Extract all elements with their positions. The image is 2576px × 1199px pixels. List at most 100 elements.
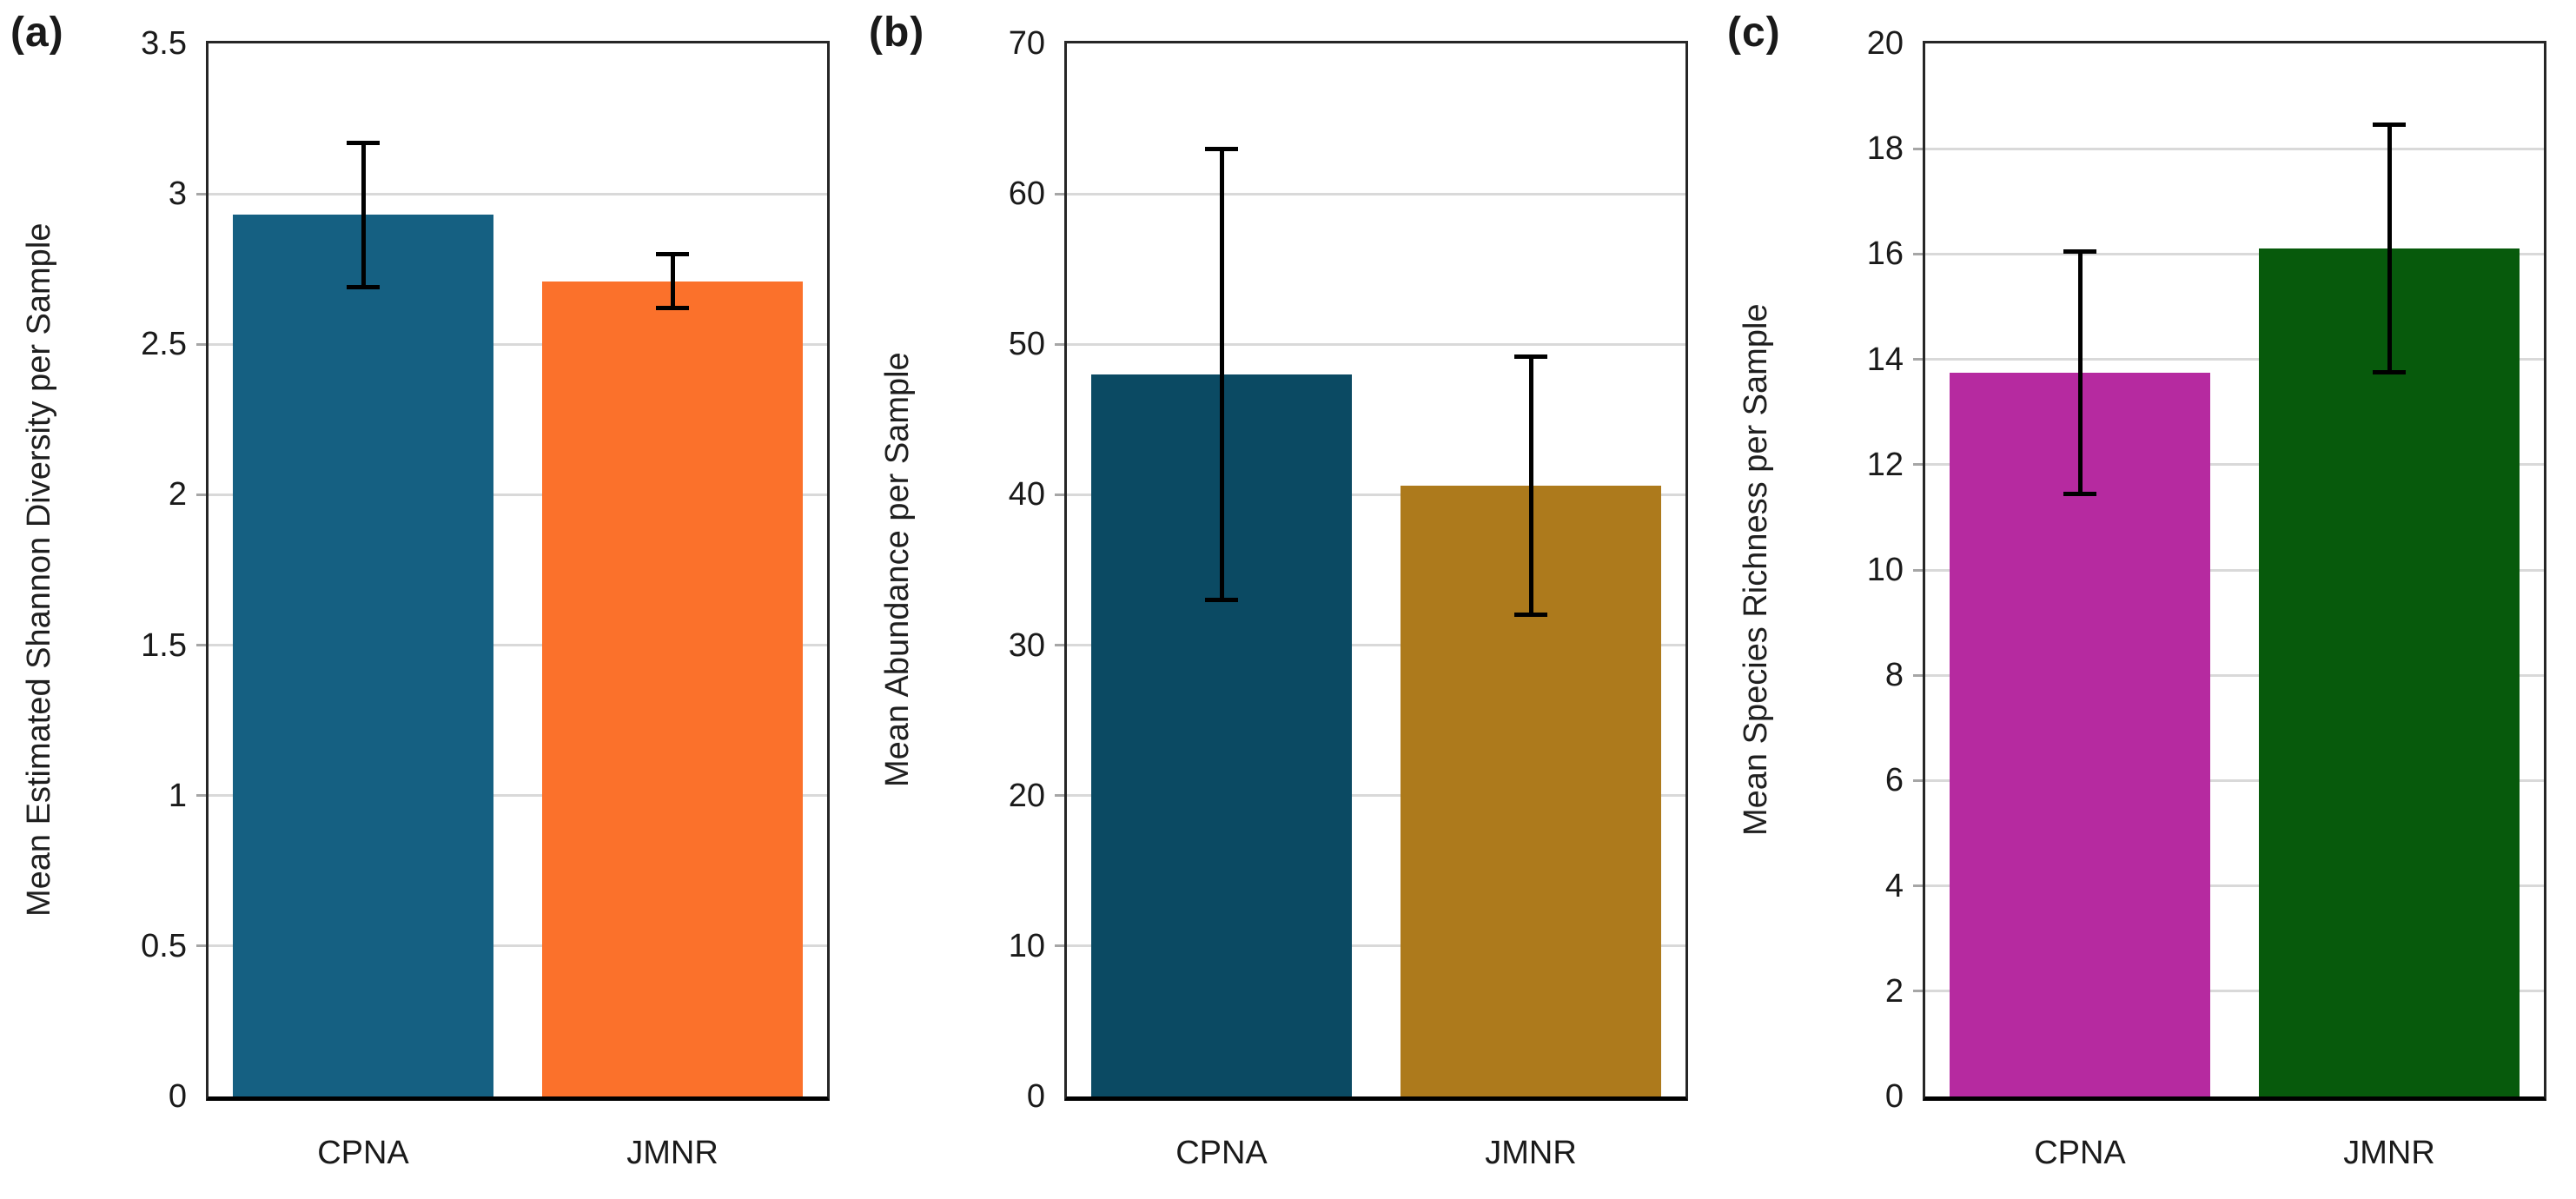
- gridline: [1067, 644, 1685, 647]
- bar-jmnr: [2259, 248, 2520, 1096]
- y-tick-label: 0: [1026, 1078, 1045, 1115]
- y-tick-mark: [1913, 358, 1925, 361]
- gridline: [1067, 192, 1685, 195]
- y-tick-label: 2.5: [141, 326, 187, 363]
- y-tick-mark: [1055, 794, 1067, 798]
- error-bar-cap: [347, 140, 380, 145]
- gridline: [1925, 463, 2544, 467]
- y-tick-mark: [1913, 990, 1925, 993]
- x-tick-label-cpna: CPNA: [1175, 1135, 1268, 1171]
- error-bar-cap: [1205, 598, 1238, 603]
- gridline: [209, 342, 827, 346]
- y-tick-mark: [196, 493, 209, 496]
- error-bar-jmnr: [670, 254, 675, 308]
- y-tick-label: 2: [168, 476, 187, 513]
- gridline: [1925, 673, 2544, 677]
- error-bar-cap: [2373, 370, 2406, 375]
- panel-label: (a): [10, 10, 64, 56]
- y-tick-label: 1: [168, 777, 187, 814]
- y-tick-label: 10: [1866, 552, 1904, 588]
- panel-c: (c) Mean Species Richness per Sample 0 2 4 6 8…: [1717, 0, 2575, 1199]
- y-tick-mark: [1055, 644, 1067, 647]
- y-tick-label: 3: [168, 176, 187, 213]
- y-tick-mark: [196, 192, 209, 195]
- y-tick-mark: [1913, 673, 1925, 677]
- y-tick-mark: [1913, 147, 1925, 150]
- gridline: [1925, 568, 2544, 572]
- y-tick-label: 60: [1008, 176, 1045, 213]
- y-tick-label: 6: [1884, 762, 1904, 799]
- y-tick-label: 0: [168, 1078, 187, 1115]
- y-tick-mark: [1913, 252, 1925, 255]
- gridline: [209, 493, 827, 496]
- error-bar-cap: [347, 284, 380, 289]
- y-tick-mark: [1055, 192, 1067, 195]
- y-tick-label: 4: [1884, 867, 1904, 904]
- error-bar-cap: [1514, 354, 1547, 359]
- y-tick-mark: [1055, 944, 1067, 948]
- plot-border: [1923, 41, 2546, 1101]
- panel-label: (b): [869, 10, 925, 56]
- y-tick-label: 70: [1008, 25, 1045, 62]
- y-tick-label: 8: [1884, 657, 1904, 694]
- gridline: [1925, 147, 2544, 150]
- x-tick-label-cpna: CPNA: [2034, 1135, 2126, 1171]
- y-tick-mark: [1913, 568, 1925, 572]
- y-tick-mark: [1055, 493, 1067, 496]
- gridline: [209, 192, 827, 195]
- gridline: [1925, 778, 2544, 782]
- error-bar-cpna: [1219, 149, 1224, 600]
- error-bar-cap: [2063, 491, 2096, 496]
- error-bar-cap: [1205, 146, 1238, 151]
- panel-label: (c): [1727, 10, 1781, 56]
- y-tick-mark: [1055, 342, 1067, 346]
- y-tick-mark: [1913, 463, 1925, 467]
- error-bar-cap: [656, 306, 689, 311]
- y-tick-label: 1.5: [141, 626, 187, 664]
- gridline: [1925, 252, 2544, 255]
- bar-jmnr: [542, 281, 803, 1096]
- x-tick-label-jmnr: JMNR: [626, 1135, 718, 1171]
- plot-border: [1064, 41, 1688, 1101]
- panel-b: (b) Mean Abundance per Sample 0 10 20 30 40 50 6…: [858, 0, 1717, 1199]
- error-bar-jmnr: [1528, 356, 1533, 615]
- gridline: [1067, 493, 1685, 496]
- y-tick-mark: [196, 644, 209, 647]
- y-tick-label: 0: [1884, 1078, 1904, 1115]
- y-tick-mark: [196, 794, 209, 798]
- y-tick-mark: [1913, 884, 1925, 888]
- x-tick-label-jmnr: JMNR: [2343, 1135, 2435, 1171]
- error-bar-cpna: [2077, 251, 2083, 494]
- error-bar-cap: [2063, 248, 2096, 254]
- gridline: [1067, 944, 1685, 948]
- x-tick-label-jmnr: JMNR: [1485, 1135, 1577, 1171]
- y-tick-label: 20: [1008, 777, 1045, 814]
- plot-border: [206, 41, 830, 1101]
- error-bar-cap: [656, 251, 689, 256]
- gridline: [1067, 342, 1685, 346]
- error-bar-jmnr: [2387, 124, 2392, 373]
- panel-a: (a) Mean Estimated Shannon Diversity per …: [0, 0, 858, 1199]
- error-bar-cpna: [361, 142, 366, 288]
- gridline: [1925, 990, 2544, 993]
- y-tick-label: 12: [1866, 446, 1904, 483]
- y-tick-label: 14: [1866, 341, 1904, 378]
- error-bar-cap: [2373, 123, 2406, 128]
- gridline: [209, 644, 827, 647]
- y-tick-label: 10: [1008, 927, 1045, 964]
- y-tick-mark: [1913, 778, 1925, 782]
- y-tick-label: 2: [1884, 972, 1904, 1010]
- gridline: [1925, 358, 2544, 361]
- y-tick-label: 30: [1008, 626, 1045, 664]
- y-tick-mark: [196, 342, 209, 346]
- y-tick-label: 20: [1866, 25, 1904, 62]
- y-tick-label: 40: [1008, 476, 1045, 513]
- y-tick-label: 16: [1866, 235, 1904, 273]
- gridline: [209, 944, 827, 948]
- bar-cpna: [233, 215, 493, 1096]
- y-tick-mark: [196, 944, 209, 948]
- gridline: [1925, 884, 2544, 888]
- error-bar-cap: [1514, 613, 1547, 618]
- gridline: [1067, 794, 1685, 798]
